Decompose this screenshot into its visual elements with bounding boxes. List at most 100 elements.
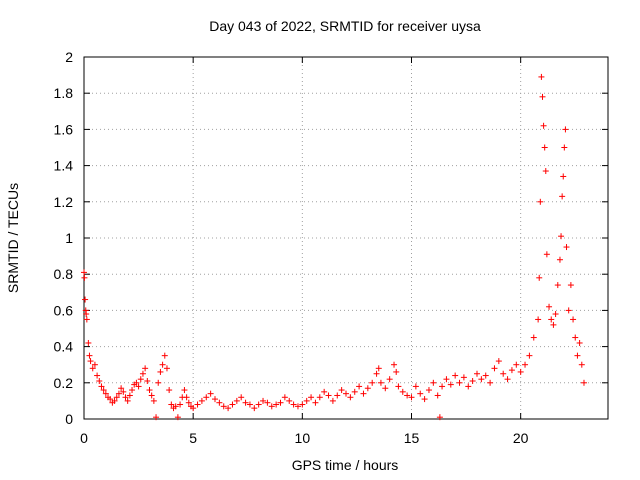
data-point [142, 365, 149, 372]
data-point [172, 403, 179, 410]
x-tick-label: 0 [80, 430, 88, 446]
data-point [382, 385, 389, 392]
data-point [351, 388, 358, 395]
data-point [487, 379, 494, 386]
data-point [563, 244, 570, 251]
y-tick-label: 1.6 [54, 121, 74, 137]
y-tick-label: 1 [65, 230, 73, 246]
data-point [229, 401, 236, 408]
data-point [347, 394, 354, 401]
data-point [150, 397, 157, 404]
data-point [281, 394, 288, 401]
data-point [491, 365, 498, 372]
data-point [500, 370, 507, 377]
data-point [159, 361, 166, 368]
data-point [393, 368, 400, 375]
data-point [425, 387, 432, 394]
data-point [474, 370, 480, 377]
y-tick-label: 0 [65, 411, 73, 427]
data-point [478, 376, 485, 383]
data-point [268, 403, 275, 410]
data-point [399, 388, 406, 395]
data-point [369, 379, 376, 386]
data-point [580, 379, 587, 386]
data-point [542, 168, 549, 175]
data-point [540, 122, 547, 129]
data-point [536, 274, 543, 281]
data-point [526, 352, 533, 359]
x-tick-label: 5 [189, 430, 197, 446]
data-point [290, 401, 297, 408]
data-point [177, 401, 184, 408]
data-point [144, 377, 151, 384]
data-point [334, 392, 341, 399]
data-point [238, 394, 245, 401]
data-point [181, 387, 188, 394]
data-point [421, 396, 428, 403]
data-points [81, 73, 587, 421]
data-point [107, 396, 114, 403]
data-point [364, 385, 371, 392]
data-point [439, 383, 446, 390]
data-point [465, 383, 472, 390]
data-point [395, 383, 402, 390]
data-point [408, 394, 415, 401]
data-point [522, 361, 529, 368]
data-point [82, 296, 89, 303]
data-point [482, 372, 489, 379]
data-point [338, 387, 345, 394]
data-point [548, 316, 555, 323]
data-point [91, 361, 98, 368]
y-tick-label: 1.8 [54, 85, 74, 101]
data-point [447, 381, 454, 388]
data-point [157, 368, 164, 375]
data-point [273, 401, 280, 408]
data-point [308, 394, 315, 401]
data-point [312, 399, 319, 406]
data-point [168, 401, 175, 408]
data-point [508, 367, 515, 374]
data-point [356, 383, 363, 390]
data-point [504, 376, 511, 383]
y-tick-label: 0.2 [54, 375, 74, 391]
data-point [203, 394, 210, 401]
data-point [469, 377, 476, 384]
data-point [443, 376, 450, 383]
data-point [194, 401, 201, 408]
data-point [565, 307, 572, 314]
x-tick-label: 15 [404, 430, 420, 446]
data-point [246, 401, 253, 408]
data-point [113, 394, 120, 401]
data-point [133, 379, 140, 386]
data-point [87, 358, 94, 365]
data-point [538, 73, 545, 80]
y-tick-label: 0.4 [54, 339, 74, 355]
data-point [124, 397, 131, 404]
data-point [552, 311, 559, 318]
data-point [574, 352, 581, 359]
data-point [572, 334, 579, 341]
data-point [137, 376, 144, 383]
data-point [146, 387, 153, 394]
data-point [294, 403, 301, 410]
y-tick-label: 2 [65, 49, 73, 65]
data-point [434, 392, 441, 399]
data-point [183, 394, 190, 401]
data-point [96, 377, 103, 384]
x-tick-label: 20 [513, 430, 529, 446]
data-point [556, 256, 563, 263]
data-point [561, 144, 568, 151]
data-point [126, 392, 133, 399]
data-point [546, 303, 553, 310]
data-point [325, 392, 332, 399]
data-point [89, 365, 96, 372]
data-point [412, 383, 419, 390]
data-point [100, 387, 107, 394]
data-point [517, 368, 524, 375]
data-point [562, 126, 569, 133]
data-point [185, 399, 192, 406]
data-point [559, 193, 566, 200]
data-point [251, 405, 258, 412]
data-point [102, 390, 109, 397]
data-point [373, 370, 380, 377]
